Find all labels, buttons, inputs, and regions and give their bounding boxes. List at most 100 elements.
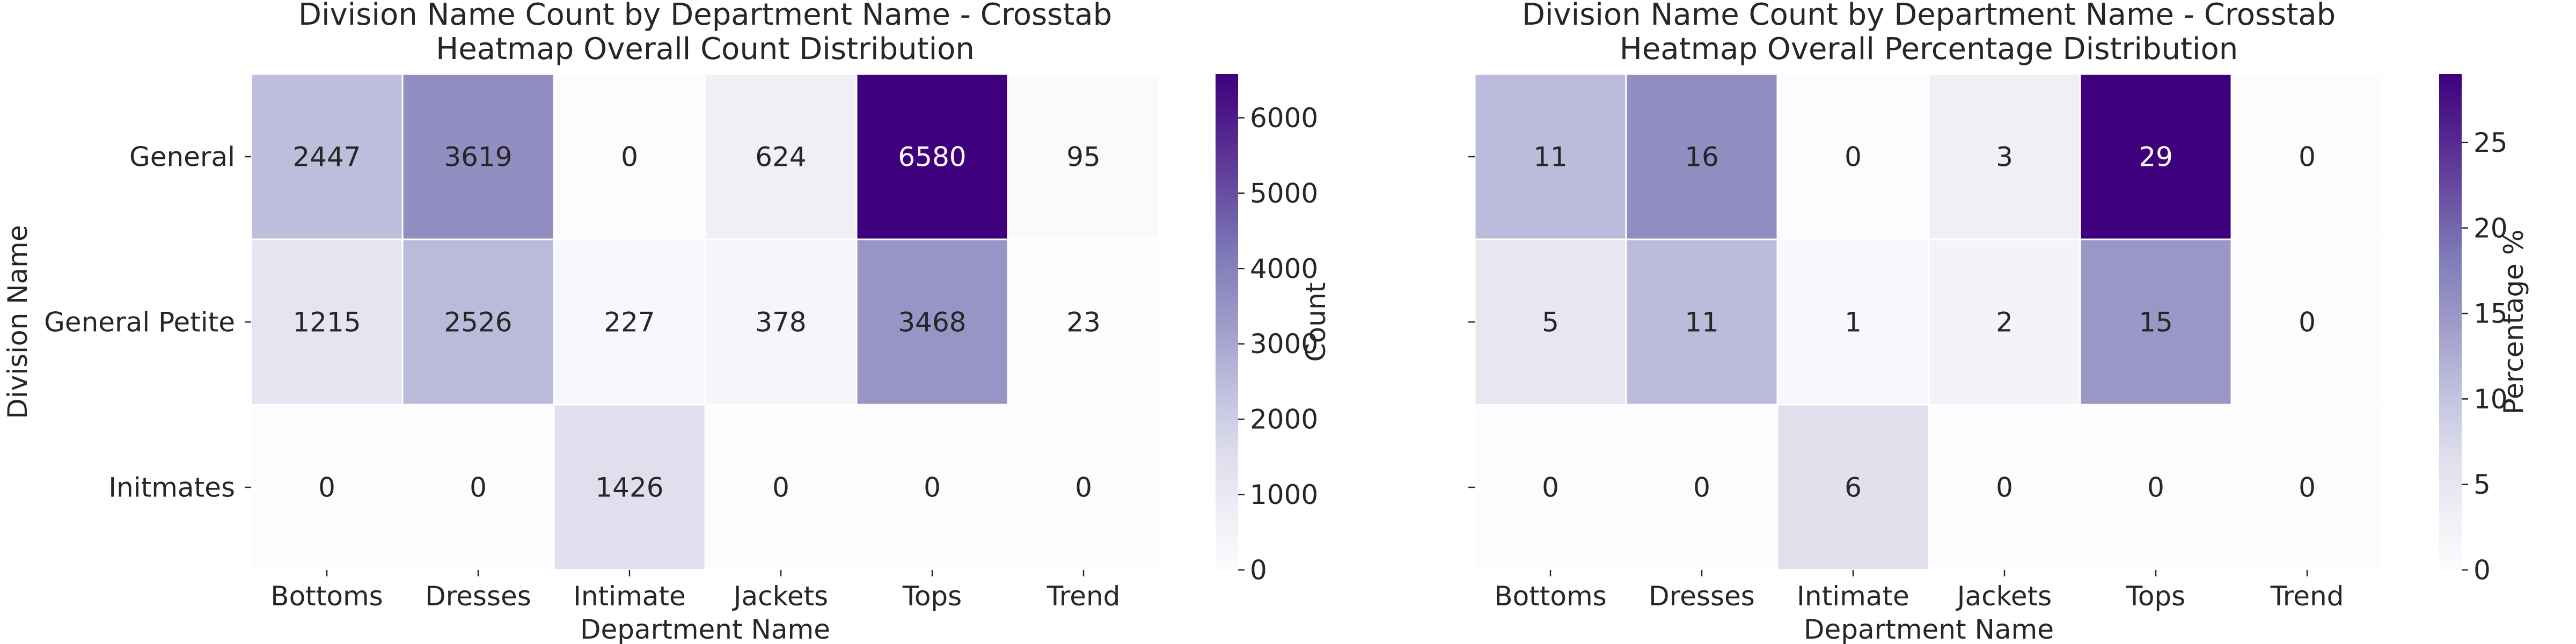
colorbar-tick-label: 0 xyxy=(2473,555,2491,586)
x-tick-label: Bottoms xyxy=(1494,581,1606,612)
heatmap-cell xyxy=(1474,238,1627,406)
x-tick-label: Intimate xyxy=(1797,581,1909,612)
heatmap-cell xyxy=(855,404,1009,571)
heatmap-cell xyxy=(553,404,706,571)
heatmap-cell xyxy=(1776,238,1930,406)
cell-value-label: 0 xyxy=(924,472,941,503)
chart-title-line: Division Name Count by Department Name -… xyxy=(298,0,1112,32)
colorbar-tick-label: 1000 xyxy=(1250,479,1318,510)
cell-value-label: 6580 xyxy=(898,142,966,173)
x-tick-label: Trend xyxy=(1046,581,1121,612)
chart-title: Division Name Count by Department Name -… xyxy=(1522,0,2336,67)
x-axis-label: Department Name xyxy=(580,614,830,644)
y-axis-label: Division Name xyxy=(2,225,33,419)
heatmap-cell xyxy=(704,238,858,406)
cell-value-label: 2447 xyxy=(292,142,361,173)
cell-value-label: 0 xyxy=(2299,307,2316,338)
cell-value-label: 0 xyxy=(772,472,789,503)
cell-value-label: 29 xyxy=(2139,142,2173,173)
x-tick-label: Dresses xyxy=(1649,581,1755,612)
heatmap-cell xyxy=(553,73,706,240)
cell-value-label: 0 xyxy=(1075,472,1092,503)
heatmap-cell xyxy=(2230,238,2384,406)
colorbar-tick-label: 20 xyxy=(2473,213,2508,244)
heatmap-cell xyxy=(250,73,404,240)
colorbar xyxy=(2439,74,2462,570)
heatmap-cell xyxy=(1776,404,1930,571)
heatmap-cell xyxy=(250,404,404,571)
heatmap-cell xyxy=(1625,73,1779,240)
cell-value-label: 0 xyxy=(2147,472,2164,503)
cell-value-label: 1 xyxy=(1845,307,1862,338)
colorbar-tick-label: 5000 xyxy=(1250,178,1318,209)
y-tick-label: Initmates xyxy=(108,472,235,503)
x-tick-label: Tops xyxy=(902,581,962,612)
cell-value-label: 6 xyxy=(1845,472,1862,503)
cell-value-label: 0 xyxy=(1845,142,1862,173)
heatmap-cell xyxy=(401,404,555,571)
colorbar-tick-label: 10 xyxy=(2473,384,2508,415)
colorbar-label: Count xyxy=(1300,282,1331,362)
cell-value-label: 2526 xyxy=(444,307,512,338)
cell-value-label: 11 xyxy=(1533,142,1568,173)
cell-value-label: 3 xyxy=(1996,142,2013,173)
heatmap-cell xyxy=(1474,404,1627,571)
x-tick-label: Tops xyxy=(2126,581,2185,612)
heatmap-cell xyxy=(1928,404,2081,571)
cell-value-label: 0 xyxy=(1693,472,1710,503)
x-tick-label: Dresses xyxy=(425,581,531,612)
cell-value-label: 3619 xyxy=(444,142,512,173)
heatmap-cell xyxy=(704,73,858,240)
cell-value-label: 0 xyxy=(470,472,487,503)
colorbar-tick-label: 6000 xyxy=(1250,103,1318,134)
cell-value-label: 624 xyxy=(755,142,806,173)
x-tick-label: Intimate xyxy=(573,581,686,612)
cell-value-label: 0 xyxy=(1996,472,2013,503)
colorbar-tick-label: 3000 xyxy=(1250,328,1318,360)
chart-title-line: Heatmap Overall Count Distribution xyxy=(436,32,975,67)
heatmap-cell xyxy=(1928,238,2081,406)
colorbar-tick-label: 25 xyxy=(2473,127,2508,158)
colorbar xyxy=(1216,74,1238,570)
heatmap-cell xyxy=(2230,404,2384,571)
heatmap-cell xyxy=(401,238,555,406)
heatmap-cell xyxy=(1007,404,1160,571)
heatmap-cell xyxy=(2079,404,2233,571)
cell-value-label: 1215 xyxy=(292,307,361,338)
cell-value-label: 16 xyxy=(1685,142,1719,173)
cell-value-label: 0 xyxy=(2299,472,2316,503)
heatmap-cell xyxy=(1776,73,1930,240)
chart-title: Division Name Count by Department Name -… xyxy=(298,0,1112,67)
heatmap-cell xyxy=(704,404,858,571)
x-tick-label: Bottoms xyxy=(270,581,383,612)
colorbar-tick-label: 5 xyxy=(2473,469,2491,500)
heatmap-cell xyxy=(1928,73,2081,240)
heatmap-cell xyxy=(1007,73,1160,240)
cell-value-label: 3468 xyxy=(898,307,966,338)
heatmap-cell xyxy=(2230,73,2384,240)
percentage-heatmap-panel: Division Name Count by Department Name -… xyxy=(1468,0,2529,644)
colorbar-tick-label: 2000 xyxy=(1250,404,1318,435)
colorbar-label: Percentage % xyxy=(2498,230,2529,415)
chart-title-line: Division Name Count by Department Name -… xyxy=(1522,0,2336,32)
x-tick-label: Trend xyxy=(2270,581,2344,612)
cell-value-label: 378 xyxy=(755,307,806,338)
y-tick-label: General xyxy=(129,142,235,173)
cell-value-label: 0 xyxy=(318,472,335,503)
cell-value-label: 1426 xyxy=(595,472,663,503)
x-tick-label: Jackets xyxy=(1956,581,2052,612)
heatmap-cell xyxy=(2079,73,2233,240)
x-axis-label: Department Name xyxy=(1804,614,2054,644)
colorbar-tick-label: 4000 xyxy=(1250,253,1318,284)
cell-value-label: 23 xyxy=(1066,307,1101,338)
colorbar-tick-label: 15 xyxy=(2473,298,2508,330)
colorbar-tick-label: 0 xyxy=(1250,555,1267,586)
heatmap-cell xyxy=(2079,238,2233,406)
cell-value-label: 95 xyxy=(1066,142,1101,173)
cell-value-label: 2 xyxy=(1996,307,2013,338)
heatmap-cell xyxy=(401,73,555,240)
cell-value-label: 11 xyxy=(1685,307,1719,338)
x-tick-label: Jackets xyxy=(732,581,828,612)
cell-value-label: 0 xyxy=(621,142,638,173)
